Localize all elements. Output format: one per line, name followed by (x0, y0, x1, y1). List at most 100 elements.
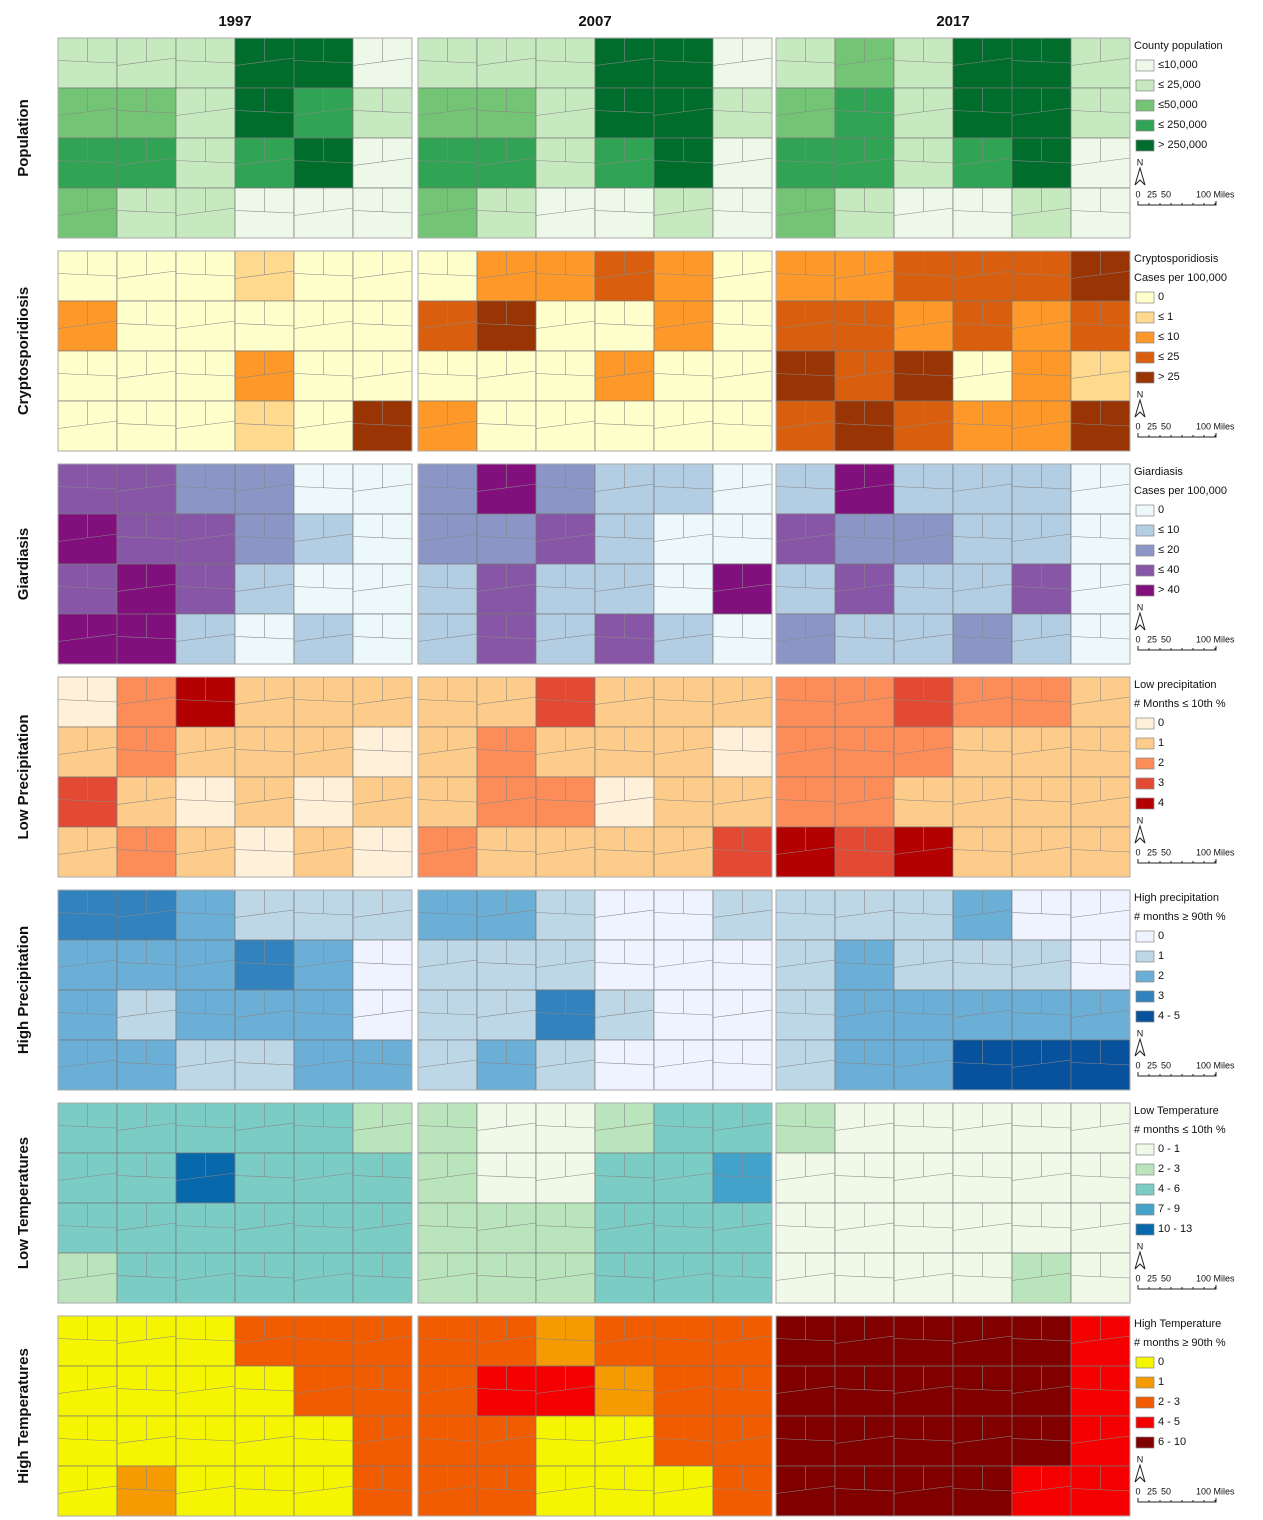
county-border (57, 1225, 118, 1229)
county-border (417, 1338, 478, 1342)
legend-swatch (1135, 1143, 1155, 1156)
county-border (417, 586, 478, 590)
legend-title: Giardiasis (1134, 466, 1183, 478)
legend-label: ≤10,000 (1158, 59, 1198, 71)
county-border (653, 107, 714, 116)
legend-title: County population (1134, 40, 1223, 52)
county-border (476, 1062, 537, 1066)
county-border (775, 60, 836, 64)
county-border (952, 110, 1013, 114)
county-border (1011, 633, 1072, 642)
county-border (476, 1222, 537, 1231)
county-border (834, 210, 895, 214)
county-border (234, 1222, 295, 1231)
county-border (775, 1338, 836, 1342)
county-border (175, 107, 236, 116)
county-border (834, 636, 895, 640)
county-border (57, 420, 118, 429)
county-border (476, 1335, 537, 1344)
county-border (1070, 1175, 1131, 1179)
county-border (57, 533, 118, 542)
county-border (893, 1385, 954, 1394)
county-border (653, 799, 714, 803)
county-border (116, 1335, 177, 1344)
row-label: Population (15, 99, 32, 177)
county-border (594, 483, 655, 492)
county-border (834, 749, 895, 753)
legend-label: 10 - 13 (1158, 1223, 1192, 1235)
county-border (352, 423, 413, 427)
county-border (1070, 1335, 1131, 1344)
county-area (952, 613, 1013, 665)
county-border (476, 423, 537, 427)
county-border (476, 483, 537, 492)
legend-label: > 40 (1158, 584, 1180, 596)
north-label: N (1137, 1241, 1144, 1251)
county-border (293, 846, 354, 855)
scale-label: 100 Miles (1196, 634, 1235, 644)
county-border (234, 1435, 295, 1444)
county-border (712, 796, 773, 805)
county-border (1070, 636, 1131, 640)
legend-swatch (1135, 79, 1155, 92)
county-border (834, 1388, 895, 1392)
county-border (476, 370, 537, 379)
county-border (775, 699, 836, 703)
county-border (893, 746, 954, 755)
north-arrow (1134, 1250, 1146, 1270)
county-border (234, 1488, 295, 1492)
county-border (1070, 583, 1131, 592)
county-border (116, 1009, 177, 1018)
county-border (234, 849, 295, 853)
county-border (535, 1012, 596, 1016)
scale-label: 50 (1161, 634, 1171, 644)
county-border (352, 749, 413, 753)
county-border (834, 849, 895, 853)
county-border (535, 746, 596, 755)
legend-swatch (1135, 504, 1155, 517)
county-border (834, 57, 895, 66)
legend-label: ≤ 10 (1158, 524, 1179, 536)
map-frame (57, 463, 413, 665)
county-border (1011, 373, 1072, 377)
county-border (234, 110, 295, 114)
county-border (293, 1338, 354, 1342)
county-border (712, 1388, 773, 1392)
scale-label: 25 (1147, 847, 1157, 857)
county-border (293, 160, 354, 164)
county-border (1070, 1388, 1131, 1392)
county-border (893, 846, 954, 855)
county-border (234, 749, 295, 753)
county-border (116, 1062, 177, 1066)
county-border (175, 160, 236, 164)
county-border (1070, 962, 1131, 966)
county-border (653, 846, 714, 855)
scale-label: 50 (1161, 847, 1171, 857)
county-border (293, 273, 354, 277)
county-border (775, 1485, 836, 1494)
scale-label: 50 (1161, 1486, 1171, 1496)
county-border (57, 320, 118, 329)
county-border (594, 370, 655, 379)
county-border (535, 1385, 596, 1394)
county-border (653, 1225, 714, 1229)
county-border (712, 696, 773, 705)
county-border (775, 420, 836, 429)
county-border (234, 1175, 295, 1179)
county-border (476, 1122, 537, 1131)
county-border (834, 1222, 895, 1231)
county-border (234, 1275, 295, 1279)
legend-swatch (1135, 797, 1155, 810)
county-border (712, 210, 773, 214)
county-border (594, 323, 655, 327)
county-border (417, 533, 478, 542)
county-border (116, 583, 177, 592)
county-border (352, 110, 413, 114)
county-border (234, 423, 295, 427)
scale-label: 50 (1161, 421, 1171, 431)
county-border (352, 157, 413, 166)
county-border (57, 959, 118, 968)
legend-label: 0 (1158, 717, 1164, 729)
county-border (952, 636, 1013, 640)
map-frame (417, 676, 773, 878)
